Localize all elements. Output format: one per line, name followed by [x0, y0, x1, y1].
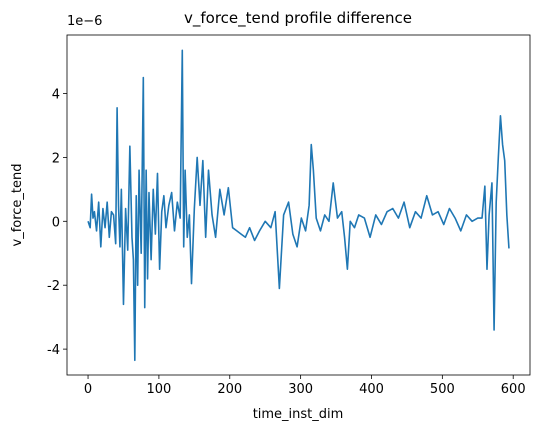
- y-tick-label: -2: [47, 279, 60, 294]
- data-line: [87, 49, 510, 362]
- x-tick-label: 400: [359, 382, 384, 397]
- y-offset-label: 1e−6: [67, 14, 102, 29]
- x-tick-label: 500: [430, 382, 455, 397]
- y-tick-label: 2: [52, 151, 60, 166]
- y-axis-label: v_force_tend: [10, 163, 25, 246]
- x-tick-label: 300: [288, 382, 313, 397]
- plot-frame: [66, 34, 531, 376]
- x-tick-label: 200: [217, 382, 242, 397]
- x-tick-label: 0: [84, 382, 92, 397]
- y-tick-label: -4: [47, 343, 60, 358]
- chart-title: v_force_tend profile difference: [184, 9, 412, 28]
- x-axis-label: time_inst_dim: [253, 407, 344, 422]
- y-tick-label: 4: [52, 87, 60, 102]
- y-tick-label: 0: [52, 215, 60, 230]
- x-tick-label: 600: [501, 382, 526, 397]
- x-tick-label: 100: [146, 382, 171, 397]
